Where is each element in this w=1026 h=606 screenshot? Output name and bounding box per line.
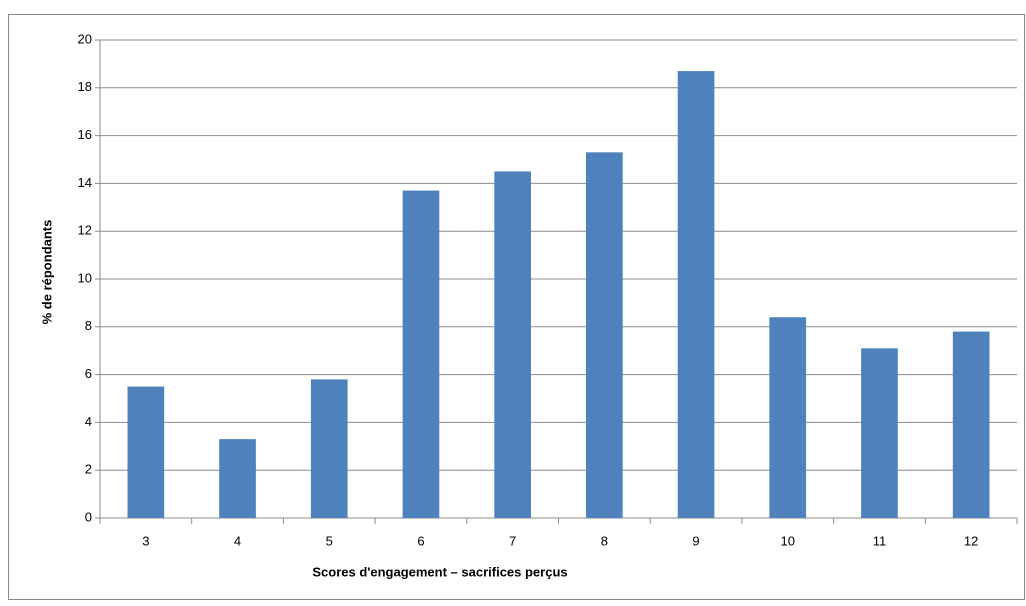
y-tick-label: 10 [78,270,92,285]
y-tick-label: 16 [78,127,92,142]
bar [586,152,623,518]
x-tick-label: 12 [964,533,978,548]
y-tick-label: 6 [85,366,92,381]
bar [861,348,898,518]
x-tick-label: 6 [417,533,424,548]
x-tick-label: 3 [142,533,149,548]
y-tick-label: 0 [85,509,92,524]
y-tick-label: 18 [78,79,92,94]
x-tick-label: 4 [234,533,241,548]
bar [769,317,807,518]
x-tick-label: 10 [781,533,795,548]
bar [402,190,440,518]
bar [494,171,531,518]
y-tick-label: 12 [78,223,92,238]
y-tick-label: 4 [85,414,92,429]
x-tick-label: 9 [692,533,699,548]
y-tick-label: 14 [78,175,92,190]
bar [952,331,990,518]
x-tick-label: 7 [509,533,516,548]
y-tick-label: 2 [85,462,92,477]
bar [677,71,715,518]
y-tick-label: 20 [78,31,92,46]
y-axis-title: % de répondants [39,220,54,325]
x-tick-label: 11 [873,533,887,548]
x-tick-label: 8 [601,533,608,548]
bar [127,386,165,518]
x-axis-title: Scores d'engagement – sacrifices perçus [312,564,567,579]
x-tick-label: 5 [326,533,333,548]
bar [310,379,348,518]
bar [219,439,256,518]
y-tick-label: 8 [85,318,92,333]
